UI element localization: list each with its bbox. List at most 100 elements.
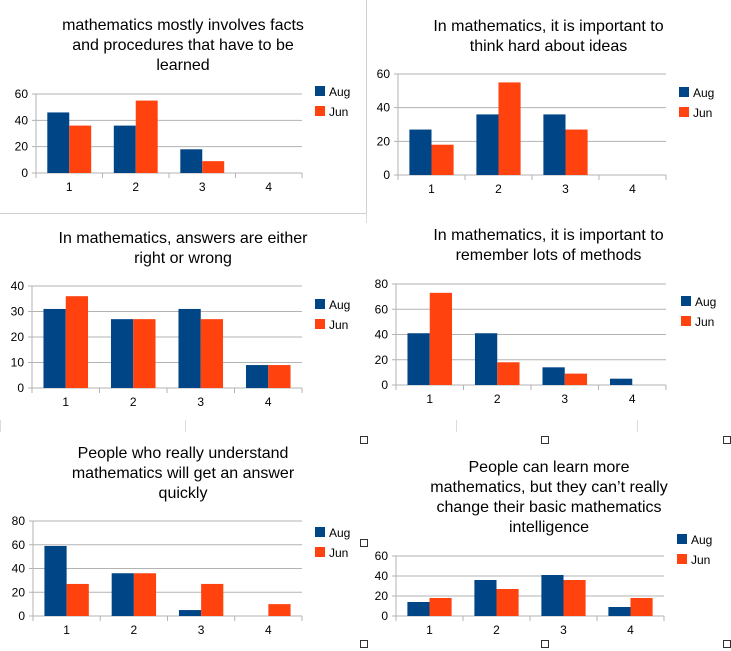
legend-swatch-aug xyxy=(681,296,691,306)
bar-aug xyxy=(474,333,498,385)
y-tick-label: 40 xyxy=(11,279,25,293)
chart-title: People can learn more mathematics, but t… xyxy=(366,458,731,538)
chart-title-line: mathematics will get an answer xyxy=(71,465,295,482)
y-tick-label: 0 xyxy=(17,381,24,395)
bar-aug xyxy=(113,125,136,173)
legend-swatch-aug xyxy=(315,527,325,537)
chart-title: People who really understand mathematics… xyxy=(0,444,366,504)
x-tick-label: 4 xyxy=(627,623,634,637)
y-tick-label: 20 xyxy=(12,585,26,599)
bar-jun xyxy=(135,100,158,173)
chart-panel-facts-procedures[interactable]: mathematics mostly involves facts and pr… xyxy=(0,0,367,214)
legend-swatch-aug xyxy=(315,299,325,309)
bar-jun xyxy=(69,125,92,173)
x-tick-label: 4 xyxy=(265,180,272,194)
chart-title: In mathematics, it is important to think… xyxy=(366,17,731,57)
bar-jun xyxy=(630,598,653,616)
bar-jun xyxy=(497,362,520,385)
bar-chart: 0 20 40 60 80 1 2 3 4 Aug Jun xyxy=(375,277,717,406)
bar-chart: 0 20 40 60 1 2 3 4 Aug Jun xyxy=(15,85,351,194)
x-tick-label: 1 xyxy=(62,395,69,409)
legend-label-jun: Jun xyxy=(693,106,712,120)
bar-jun xyxy=(565,129,588,175)
bar-jun xyxy=(202,161,225,173)
chart-title-line: In mathematics, it is important to xyxy=(433,227,664,244)
y-tick-label: 30 xyxy=(11,305,25,319)
chart-title: In mathematics, answers are either right… xyxy=(0,229,366,269)
legend-swatch-aug xyxy=(679,87,689,97)
selection-handle[interactable] xyxy=(360,640,368,648)
bar-aug xyxy=(180,149,203,173)
y-tick-label: 0 xyxy=(381,609,388,623)
bar-aug xyxy=(178,308,201,388)
y-tick-label: 40 xyxy=(12,562,26,576)
x-tick-label: 1 xyxy=(63,623,70,637)
bar-jun xyxy=(498,82,521,175)
bar-jun xyxy=(66,583,89,616)
selection-handle[interactable] xyxy=(360,539,368,547)
selection-handle[interactable] xyxy=(541,640,549,648)
bar-aug xyxy=(474,580,497,616)
chart-title-line: remember lots of methods xyxy=(455,247,642,264)
legend-label-aug: Aug xyxy=(329,85,350,99)
legend-label-aug: Aug xyxy=(691,533,712,547)
y-tick-label: 20 xyxy=(15,140,29,154)
bar-jun xyxy=(200,319,224,388)
legend-swatch-jun xyxy=(315,319,325,329)
bar-chart: 0 20 40 60 1 2 3 4 Aug Jun xyxy=(375,533,713,637)
chart-panel-remember-methods[interactable]: In mathematics, it is important to remem… xyxy=(366,218,731,423)
legend-label-aug: Aug xyxy=(329,298,350,312)
legend-label-jun: Jun xyxy=(695,315,714,329)
y-tick-label: 60 xyxy=(15,87,29,101)
bar-jun xyxy=(268,604,291,616)
bar-aug xyxy=(608,607,631,616)
y-tick-label: 20 xyxy=(377,134,391,148)
y-tick-label: 60 xyxy=(12,538,26,552)
selection-handle[interactable] xyxy=(360,436,368,444)
x-tick-label: 2 xyxy=(494,392,501,406)
selection-handle[interactable] xyxy=(723,436,731,444)
legend-label-aug: Aug xyxy=(693,86,714,100)
bar-aug xyxy=(44,545,67,616)
frame-line xyxy=(637,420,638,432)
y-tick-label: 0 xyxy=(381,378,388,392)
legend-label-aug: Aug xyxy=(329,526,350,540)
y-tick-label: 60 xyxy=(377,67,391,81)
bar-jun xyxy=(65,296,89,388)
legend-swatch-aug xyxy=(315,86,325,96)
chart-title-line: intelligence xyxy=(508,519,590,536)
x-tick-label: 3 xyxy=(199,180,206,194)
chart-title-line: People who really understand xyxy=(77,445,289,462)
bar-aug xyxy=(542,367,565,385)
frame-line xyxy=(366,213,367,223)
x-tick-label: 1 xyxy=(66,180,73,194)
bar-jun xyxy=(564,373,588,385)
legend-swatch-jun xyxy=(677,554,687,564)
y-tick-label: 80 xyxy=(12,514,26,528)
chart-title-line: People can learn more xyxy=(468,459,630,476)
x-tick-label: 3 xyxy=(562,182,569,196)
bar-aug xyxy=(178,610,202,616)
bar-aug xyxy=(541,575,564,616)
chart-title-line: and procedures that have to be xyxy=(72,37,294,54)
bar-jun xyxy=(563,580,586,616)
bar-aug xyxy=(407,602,430,616)
chart-panel-answer-quickly[interactable]: People who really understand mathematics… xyxy=(0,432,366,651)
y-tick-label: 40 xyxy=(375,328,389,342)
y-tick-label: 60 xyxy=(375,302,389,316)
bar-aug xyxy=(476,114,499,175)
selection-handle[interactable] xyxy=(723,640,731,648)
bar-jun xyxy=(429,598,452,616)
legend-swatch-jun xyxy=(681,316,691,326)
chart-panel-learn-more[interactable]: People can learn more mathematics, but t… xyxy=(366,432,731,651)
selection-handle[interactable] xyxy=(541,436,549,444)
chart-title: mathematics mostly involves facts and pr… xyxy=(0,16,366,76)
frame-line xyxy=(456,420,457,432)
bar-aug xyxy=(409,129,432,175)
bar-aug xyxy=(407,333,430,385)
chart-panel-right-or-wrong[interactable]: In mathematics, answers are either right… xyxy=(0,218,366,423)
bar-aug xyxy=(47,112,70,173)
chart-panel-think-hard[interactable]: In mathematics, it is important to think… xyxy=(366,0,731,213)
bar-jun xyxy=(201,583,224,616)
y-tick-label: 20 xyxy=(375,589,389,603)
